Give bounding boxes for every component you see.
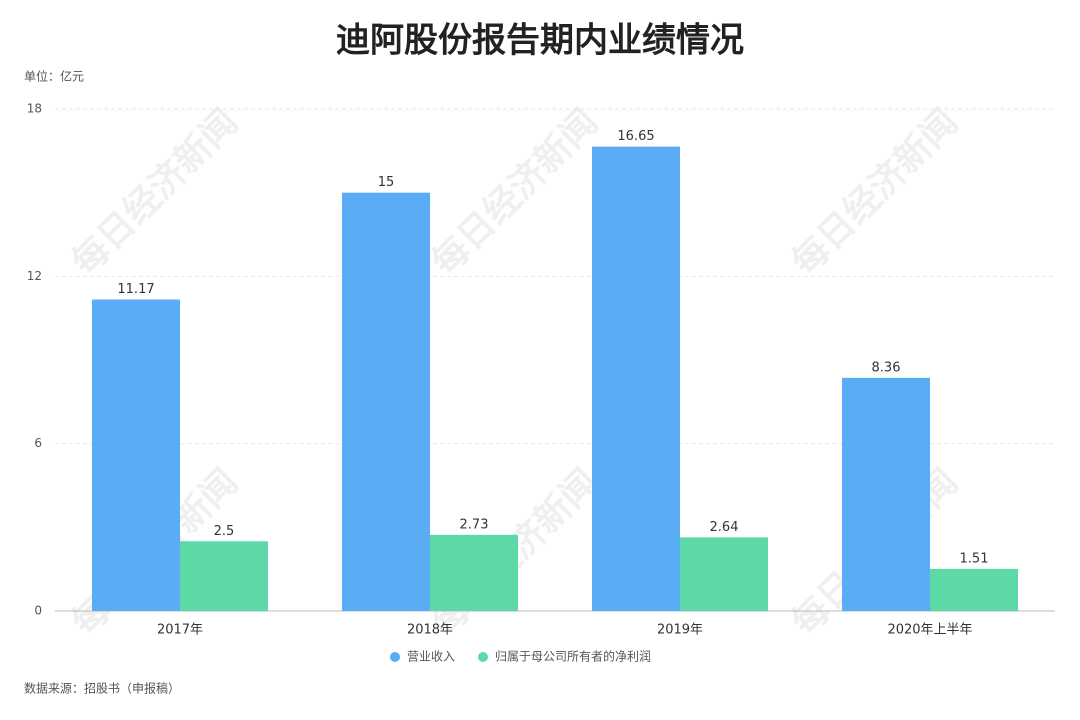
chart-title: 迪阿股份报告期内业绩情况 — [336, 21, 744, 61]
bar — [592, 146, 680, 611]
legend-marker — [478, 652, 489, 662]
watermark: 每日经济新闻 — [424, 102, 606, 284]
value-label: 16.65 — [617, 129, 654, 144]
value-label: 11.17 — [117, 282, 154, 297]
y-tick-label: 0 — [34, 604, 42, 618]
source-note: 数据来源：招股书（申报稿） — [24, 681, 180, 696]
y-tick-label: 12 — [27, 269, 42, 283]
value-label: 2.5 — [214, 524, 235, 539]
x-tick-label: 2020年上半年 — [887, 623, 972, 638]
legend-marker — [390, 652, 400, 662]
y-tick-label: 6 — [34, 436, 42, 450]
unit-label: 单位：亿元 — [24, 69, 84, 84]
bar — [680, 537, 768, 611]
bar — [930, 568, 1018, 611]
legend-label: 营业收入 — [407, 650, 455, 664]
watermark: 每日经济新闻 — [784, 102, 966, 284]
watermark: 每日经济新闻 — [64, 102, 246, 284]
bar — [842, 377, 930, 611]
value-label: 2.64 — [710, 520, 739, 535]
value-label: 1.51 — [960, 551, 989, 566]
value-label: 2.73 — [460, 517, 489, 532]
bar — [342, 192, 430, 611]
value-label: 8.36 — [872, 360, 901, 375]
legend-label: 归属于母公司所有者的净利润 — [495, 649, 651, 664]
bar — [430, 534, 518, 611]
bar — [180, 541, 268, 611]
value-label: 15 — [378, 175, 395, 190]
x-tick-label: 2017年 — [157, 623, 203, 638]
bar — [92, 299, 180, 611]
y-tick-label: 18 — [27, 102, 42, 116]
x-tick-label: 2018年 — [407, 623, 453, 638]
x-tick-label: 2019年 — [657, 623, 703, 638]
